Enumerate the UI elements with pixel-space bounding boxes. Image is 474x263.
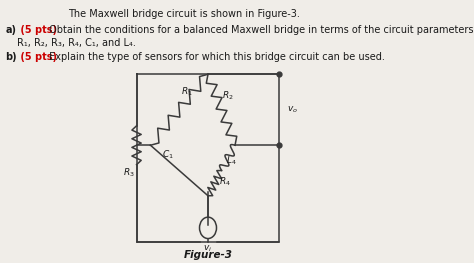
Text: (5 pts): (5 pts) xyxy=(17,25,57,35)
Text: R₁, R₂, R₃, R₄, C₁, and L₄.: R₁, R₂, R₃, R₄, C₁, and L₄. xyxy=(17,38,136,48)
Text: $C_1$: $C_1$ xyxy=(162,149,173,161)
Text: b): b) xyxy=(5,52,17,62)
Text: Explain the type of sensors for which this bridge circuit can be used.: Explain the type of sensors for which th… xyxy=(46,52,385,62)
Text: $L_4$: $L_4$ xyxy=(226,155,237,167)
Text: $R_4$: $R_4$ xyxy=(219,176,231,188)
Text: (5 pts): (5 pts) xyxy=(17,52,57,62)
Text: $v_o$: $v_o$ xyxy=(287,104,298,114)
Text: Obtain the conditions for a balanced Maxwell bridge in terms of the circuit para: Obtain the conditions for a balanced Max… xyxy=(46,25,474,35)
Text: $v_i$: $v_i$ xyxy=(203,243,212,254)
Text: $R_2$: $R_2$ xyxy=(222,89,234,102)
Text: Figure-3: Figure-3 xyxy=(183,250,233,260)
Text: $R_1$: $R_1$ xyxy=(181,85,192,98)
Text: The Maxwell bridge circuit is shown in Figure-3.: The Maxwell bridge circuit is shown in F… xyxy=(69,9,301,19)
Text: $R_3$: $R_3$ xyxy=(123,166,135,179)
Text: a): a) xyxy=(5,25,16,35)
